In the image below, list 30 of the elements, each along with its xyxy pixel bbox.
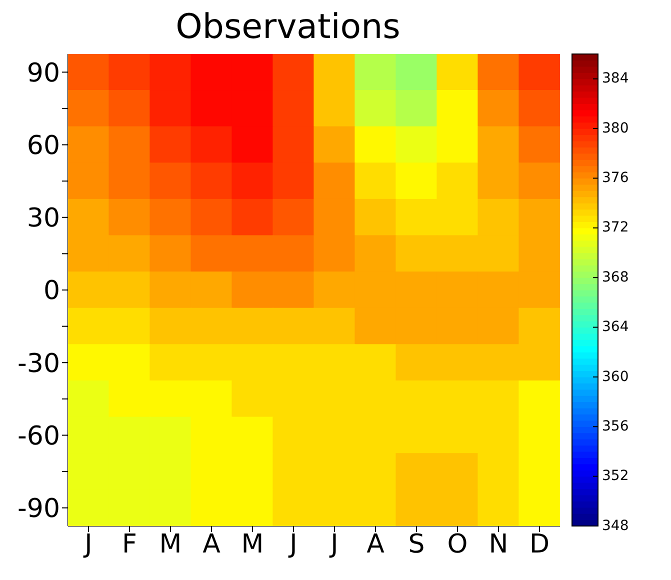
color-bar-label: 360 (602, 368, 629, 385)
color-bar-label: 372 (602, 220, 629, 236)
x-tick-label: M (159, 529, 182, 560)
color-bar-label: 364 (602, 319, 629, 336)
y-tick-label: 60 (26, 131, 60, 161)
color-bar-label: 356 (602, 418, 629, 434)
x-tick-label: S (408, 529, 425, 560)
color-bar-label: 380 (602, 120, 629, 136)
x-tick-label: D (529, 529, 550, 560)
y-tick-label: 0 (43, 276, 60, 306)
y-tick-label: -90 (18, 494, 60, 524)
x-tick-label: O (447, 529, 468, 560)
x-tick-label: F (122, 529, 137, 560)
y-tick-label: 90 (26, 58, 60, 88)
x-tick-label: J (288, 529, 298, 560)
color-bar-label: 368 (602, 269, 629, 286)
x-tick-label: N (488, 529, 508, 560)
color-bar-label: 352 (602, 468, 629, 484)
x-tick-label: A (366, 529, 385, 560)
y-tick-label: 30 (26, 204, 60, 234)
x-tick-label: A (202, 529, 221, 560)
y-tick-label: -30 (18, 348, 60, 379)
y-tick-label: -60 (18, 421, 60, 452)
color-bar-label: 376 (602, 170, 629, 186)
chart-title: Observations (174, 7, 402, 47)
color-bar-label: 384 (602, 70, 629, 87)
x-tick-label: M (241, 529, 264, 560)
x-tick-label: J (82, 529, 92, 560)
color-bar-label: 348 (602, 518, 629, 534)
x-tick-label: J (328, 529, 338, 560)
